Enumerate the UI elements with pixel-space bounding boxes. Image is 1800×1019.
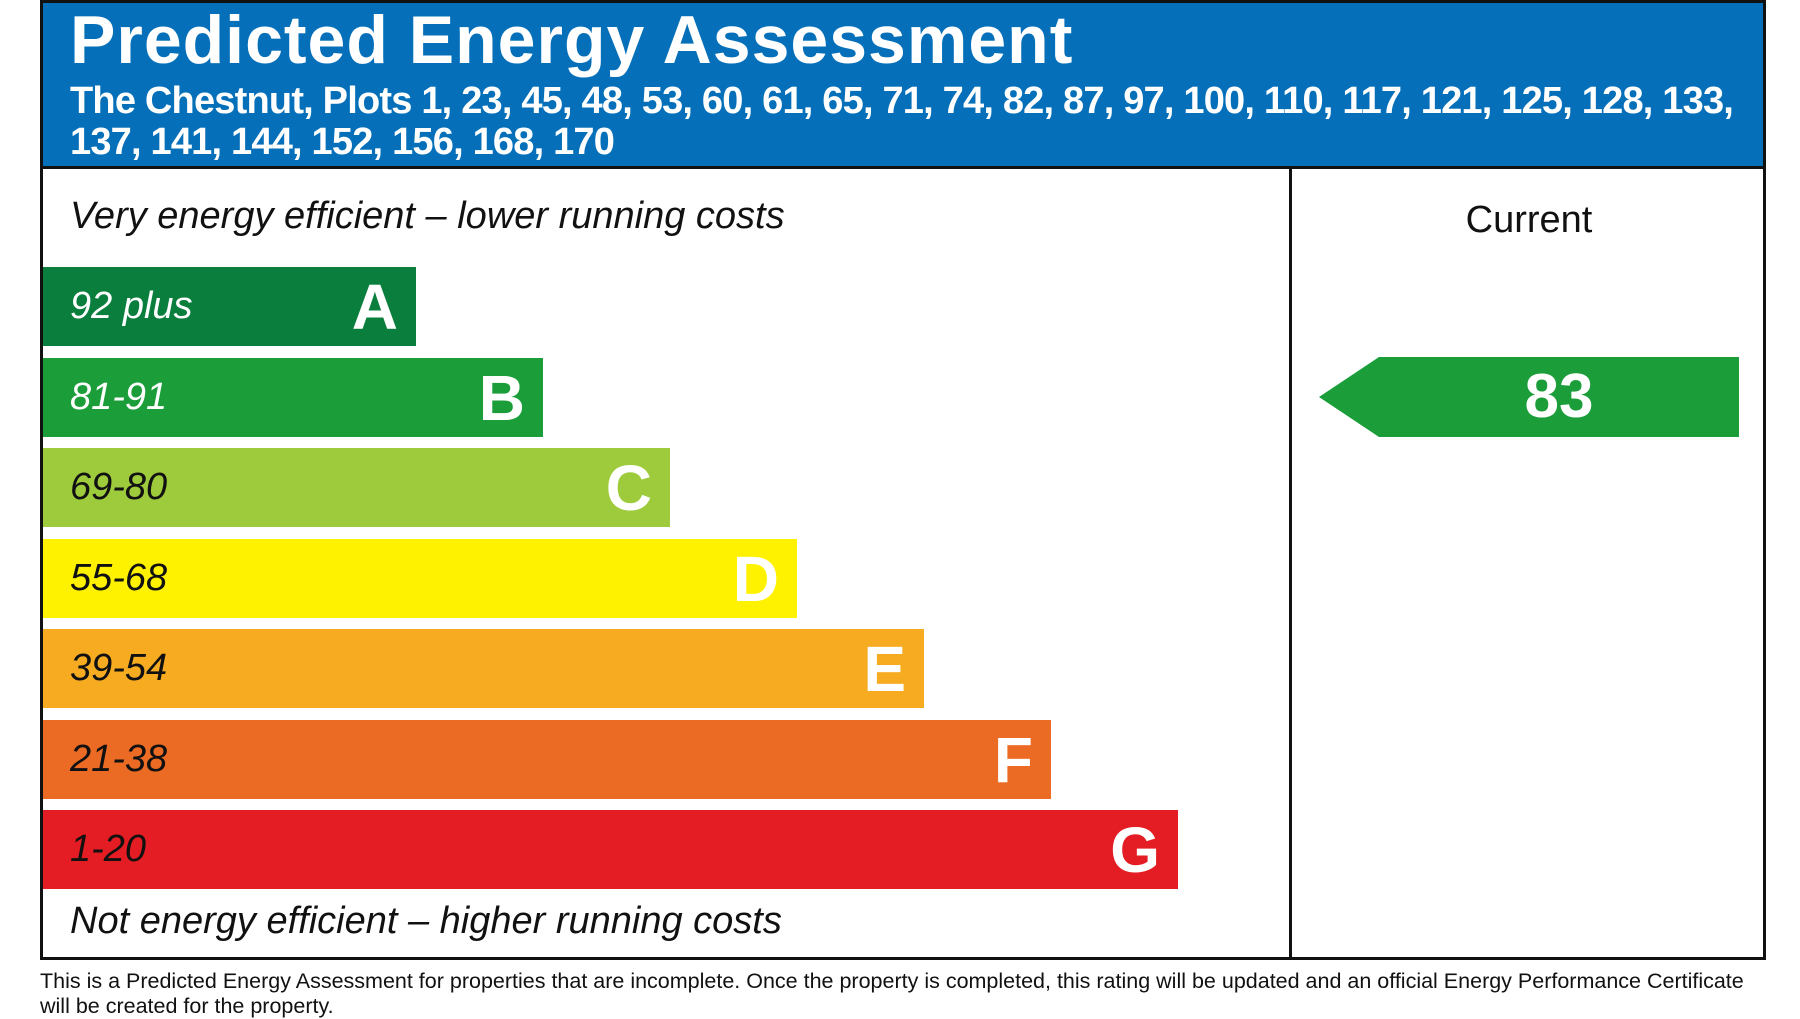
header-banner: Predicted Energy Assessment The Chestnut… [43,3,1763,169]
current-column-header: Current [1465,199,1593,241]
band-range-label: 1-20 [70,828,147,870]
band-letter: A [351,271,398,343]
band-a: 92 plus A [43,267,416,346]
band-letter: E [863,633,906,705]
band-letter: C [605,452,652,524]
page-title: Predicted Energy Assessment [70,2,1074,78]
band-letter: B [478,361,525,434]
band-c: 69-80 C [43,448,670,527]
property-address: The Chestnut, Plots 1, 23, 45, 48, 53, 6… [70,80,1734,163]
band-range-label: 55-68 [70,556,168,599]
inefficient-caption: Not energy efficient – higher running co… [70,900,782,942]
footnote: This is a Predicted Energy Assessment fo… [40,969,1744,1018]
column-divider [1289,169,1292,960]
band-e: 39-54 E [43,629,924,708]
band-letter: G [1110,814,1160,886]
current-rating-value: 83 [1524,361,1594,431]
efficient-caption: Very energy efficient – lower running co… [70,195,785,237]
band-letter: D [732,542,779,615]
band-range-label: 81-91 [70,375,168,418]
band-f: 21-38 F [43,719,1051,799]
band-range-label: 92 plus [70,285,193,327]
current-rating-arrow: 83 [1319,356,1739,437]
energy-rating-chart: Predicted Energy Assessment The Chestnut… [40,0,1766,960]
band-d: 55-68 D [43,538,797,618]
band-letter: F [993,723,1033,796]
band-b: 81-91 B [43,357,543,437]
band-range-label: 21-38 [70,737,168,780]
band-range-label: 39-54 [70,647,168,689]
band-g: 1-20 G [43,810,1178,889]
arrow-shape [1319,356,1739,437]
band-range-label: 69-80 [70,466,168,508]
